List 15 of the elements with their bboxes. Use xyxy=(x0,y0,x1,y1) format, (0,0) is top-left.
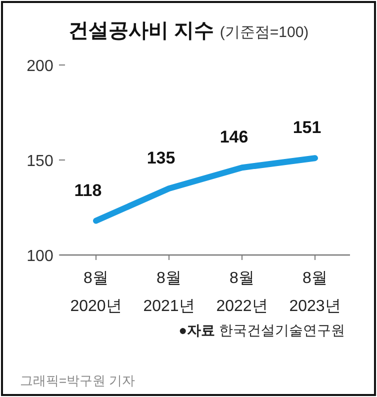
data-label: 151 xyxy=(292,118,322,138)
data-label: 118 xyxy=(74,180,102,200)
data-label: 146 xyxy=(220,128,248,147)
x-tick-label: 8월 2020년 xyxy=(70,270,122,315)
text: 그래픽=박구원 기자 xyxy=(20,373,136,388)
x-tick-label: 8월 2022년 xyxy=(216,270,268,315)
text: ●자료 한국건설기술연구원 xyxy=(178,322,345,338)
x-tick-label: 8월 2021년 xyxy=(143,270,195,315)
chart-subtitle: (기준점=100) xyxy=(220,24,309,41)
chart-title: 건설공사비 지수 xyxy=(68,20,214,42)
x-tick-label: 8월 2023년 xyxy=(289,270,341,315)
y-tick-label: 200 xyxy=(26,58,54,75)
data-label: 135 xyxy=(146,148,176,168)
y-tick-label: 100 xyxy=(26,248,54,265)
y-tick-label: 150 xyxy=(26,153,54,170)
